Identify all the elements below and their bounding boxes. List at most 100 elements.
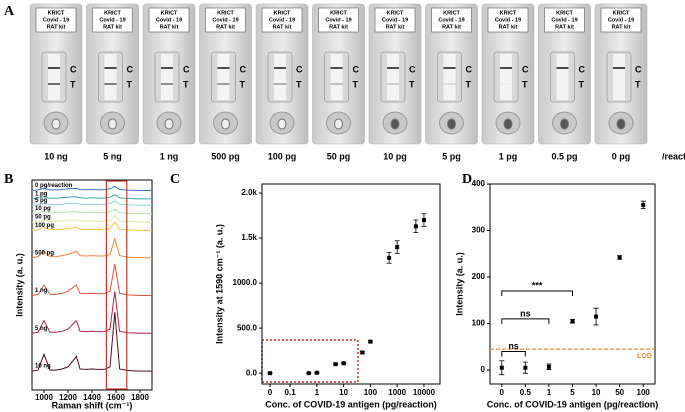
significance-bracket <box>501 290 573 296</box>
kit-label: KRICT <box>613 10 630 16</box>
sample-hole <box>503 118 513 130</box>
kit-label: KRICT <box>217 10 234 16</box>
spectrum-line <box>31 221 152 231</box>
y-tick-label: 2.0k <box>241 188 257 197</box>
y-tick-label: 1.5k <box>241 233 257 242</box>
x-tick-label: 1 <box>547 388 552 397</box>
x-tick-label: 10000 <box>413 388 436 397</box>
strip <box>274 54 286 100</box>
sample-label: 0 pg <box>612 151 631 161</box>
significance-label: ns <box>520 308 531 318</box>
spectrum-line <box>31 237 152 259</box>
sample-label: 100 pg <box>268 151 297 161</box>
kit-label: Covid - 19 <box>269 17 295 23</box>
x-axis-title: Raman shift (cm⁻¹) <box>52 400 133 410</box>
y-tick-label: 500.0 <box>237 323 258 332</box>
kit-label-box <box>261 7 303 33</box>
x-tick-label: 1400 <box>83 393 101 402</box>
y-tick-label: 1000.0 <box>233 278 258 287</box>
data-point <box>617 255 622 260</box>
series-label: 500 pg <box>35 250 54 256</box>
strip <box>217 54 230 100</box>
kit-label-box <box>205 7 246 33</box>
x-tick-label: 1200 <box>59 393 77 402</box>
kit-label: RAT kit <box>216 24 235 30</box>
control-letter: C <box>635 64 642 74</box>
kit-label: RAT kit <box>47 24 66 30</box>
kit-label-box <box>544 7 585 33</box>
kit-label: RAT kit <box>612 24 631 30</box>
y-tick-label: 400 <box>472 179 486 188</box>
control-letter: C <box>522 64 529 74</box>
control-letter: C <box>70 64 77 74</box>
kit-label: RAT kit <box>273 24 292 30</box>
sample-hole <box>616 118 626 130</box>
x-axis-title: Conc. of COVID-19 antigen (pg/reaction) <box>265 399 437 409</box>
kit-label: Covid - 19 <box>551 17 577 23</box>
sample-label: 10 ng <box>44 151 68 161</box>
test-letter: T <box>240 79 246 89</box>
spectrum-line <box>31 263 152 296</box>
significance-bracket <box>501 350 526 357</box>
x-tick-label: 10 <box>592 388 601 397</box>
data-point <box>387 255 392 260</box>
data-point <box>368 339 373 344</box>
spectrum-line <box>31 312 152 372</box>
spectrum-line <box>31 200 152 206</box>
x-tick-label: 50 <box>615 388 624 397</box>
strip <box>48 54 60 100</box>
kit-label: KRICT <box>48 10 65 16</box>
x-tick-label: 0.5 <box>520 388 532 397</box>
spectrum-line <box>31 291 152 334</box>
plot-frame <box>489 183 656 385</box>
series-label: 5 ng <box>35 326 48 332</box>
test-letter: T <box>353 79 359 89</box>
x-tick-label: 1800 <box>131 393 149 402</box>
significance-bracket <box>501 318 550 324</box>
data-point <box>395 245 400 250</box>
highlight-box <box>105 180 128 390</box>
sample-label: 1 pg <box>499 151 518 161</box>
test-letter: T <box>522 79 528 89</box>
y-tick-label: 300 <box>472 226 486 235</box>
sample-hole <box>560 118 569 130</box>
panel-label: A <box>4 4 15 19</box>
x-tick-label: 1600 <box>107 393 125 402</box>
data-point <box>641 202 646 207</box>
kit-label: RAT kit <box>555 24 574 30</box>
series-label: 10 ng <box>35 364 51 370</box>
kit-label: Covid - 19 <box>156 17 182 23</box>
y-tick-label: 0.0 <box>246 368 258 377</box>
strip <box>161 54 173 100</box>
data-point <box>546 364 551 369</box>
kit-label-box <box>374 7 416 33</box>
series-label: 100 pg <box>35 223 54 229</box>
kit-label: KRICT <box>104 10 121 16</box>
x-tick-label: 0.1 <box>285 388 297 397</box>
x-tick-label: 0 <box>500 388 505 397</box>
spectrum-line <box>31 208 152 215</box>
control-letter: C <box>579 64 586 74</box>
test-letter: T <box>296 79 302 89</box>
series-label: 50 pg <box>35 215 51 221</box>
sample-label: 5 ng <box>103 151 122 161</box>
kit-label: RAT kit <box>386 24 405 30</box>
sample-label: 10 pg <box>383 151 407 161</box>
kit-label: KRICT <box>556 10 573 16</box>
unit-label: /reaction <box>662 151 685 161</box>
y-axis-title: Intensity at 1590 cm⁻¹ (a. u.) <box>214 224 224 344</box>
kit-label: RAT kit <box>103 24 122 30</box>
kit-label: RAT kit <box>160 24 179 30</box>
sample-label: 5 pg <box>442 151 461 161</box>
data-point <box>314 370 319 375</box>
strip <box>387 54 399 100</box>
series-label: 0 pg/reaction <box>35 183 73 189</box>
kit-label-box <box>318 7 359 33</box>
panel-label: D <box>462 172 472 187</box>
sample-hole <box>447 118 456 130</box>
strip <box>500 54 512 100</box>
sample-hole <box>164 118 174 130</box>
kit-label: RAT kit <box>442 24 461 30</box>
x-tick-label: 5 <box>570 388 575 397</box>
control-letter: C <box>183 64 190 74</box>
